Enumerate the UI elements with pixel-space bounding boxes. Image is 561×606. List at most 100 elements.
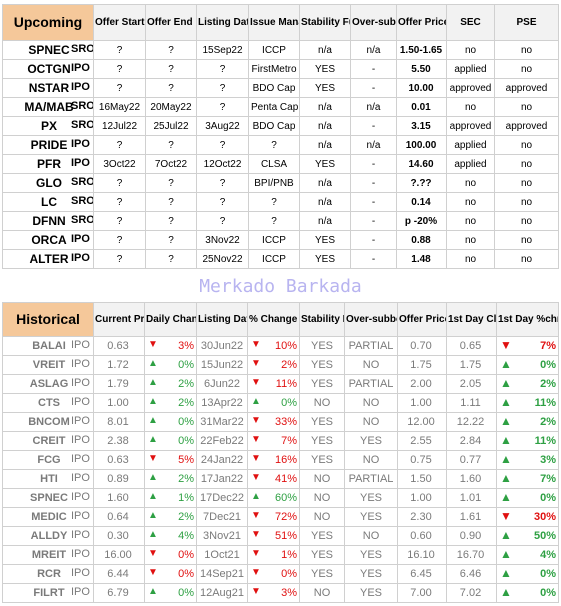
historical-table: Historical Current Price Daily Change Li… xyxy=(2,302,559,603)
ticker-cell: MA/MAB SRO xyxy=(2,97,94,117)
offer-end: ? xyxy=(145,40,197,60)
change-value: 0% xyxy=(178,359,194,371)
first-day-close: 1.60 xyxy=(446,469,497,489)
offer-type: SRO xyxy=(71,195,94,207)
stability-fund: NO xyxy=(299,507,345,527)
ticker-cell: CREIT IPO xyxy=(2,431,94,451)
sec-status: approved xyxy=(446,78,495,98)
ticker-cell: ALTER IPO xyxy=(2,249,94,269)
offer-start: 12Jul22 xyxy=(93,116,146,136)
ticker: OCTGN xyxy=(27,62,71,76)
current-price: 0.89 xyxy=(93,469,145,489)
change-value: 5% xyxy=(178,454,194,466)
stability-fund: n/a xyxy=(299,211,351,231)
change-from-ipo: ▼ 7% xyxy=(247,431,300,451)
sec-status: approved xyxy=(446,116,495,136)
ticker: PFR xyxy=(37,157,61,171)
first-day-pct: ▲ 0% xyxy=(496,355,559,375)
offer-type: IPO xyxy=(71,415,90,427)
oversubbed: - xyxy=(350,154,397,174)
ticker-cell: HTI IPO xyxy=(2,469,94,489)
oversubbed: YES xyxy=(344,488,398,508)
down-arrow-icon: ▼ xyxy=(251,339,261,350)
ticker: ASLAG xyxy=(29,378,69,390)
first-day-pct: ▲ 11% xyxy=(496,393,559,413)
issue-manager: BPI/PNB xyxy=(248,173,300,193)
offer-type: SRO xyxy=(71,43,94,55)
offer-price: 0.70 xyxy=(397,336,447,356)
upcoming-title: Upcoming xyxy=(2,4,94,41)
change-value: 33% xyxy=(274,416,297,428)
change-value: 3% xyxy=(178,340,194,352)
pse-status: no xyxy=(494,135,559,155)
change-from-ipo: ▼ 11% xyxy=(247,374,300,394)
change-from-ipo: ▼ 3% xyxy=(247,583,300,603)
offer-end: ? xyxy=(145,135,197,155)
down-arrow-icon: ▼ xyxy=(251,415,261,426)
oversubbed: - xyxy=(350,192,397,212)
oversubbed: NO xyxy=(344,355,398,375)
offer-type: IPO xyxy=(71,233,90,245)
down-arrow-icon: ▼ xyxy=(251,510,261,521)
ticker-cell: BNCOM IPO xyxy=(2,412,94,432)
listing-date: ? xyxy=(196,78,249,98)
oversubbed: - xyxy=(350,59,397,79)
stability-fund: YES xyxy=(299,431,345,451)
historical-row: MREIT IPO 16.00 ▼ 0% 1Oct21 ▼ 1% YES YES 16.10 16.7… xyxy=(2,545,559,565)
down-arrow-icon: ▼ xyxy=(148,339,158,350)
daily-change: ▲ 2% xyxy=(144,469,197,489)
change-value: 2% xyxy=(178,473,194,485)
change-value: 7% xyxy=(540,473,556,485)
upcoming-row: LC SRO???? n/a -0.14 no no xyxy=(2,192,559,212)
col-daily-change: Daily Change xyxy=(144,302,197,337)
change-value: 11% xyxy=(534,435,556,447)
first-day-close: 1.11 xyxy=(446,393,497,413)
ticker: FILRT xyxy=(33,587,65,599)
offer-start: ? xyxy=(93,230,146,250)
offer-price: 1.75 xyxy=(397,355,447,375)
col-pse: PSE xyxy=(494,4,559,41)
historical-row: RCR IPO 6.44 ▼ 0% 14Sep21 ▼ 0% YES YES 6.45 6.46 ▲ 0% xyxy=(2,564,559,584)
down-arrow-icon: ▼ xyxy=(148,548,158,559)
oversubbed: - xyxy=(350,211,397,231)
ticker: MA/MAB xyxy=(24,100,74,114)
change-value: 72% xyxy=(274,511,297,523)
first-day-close: 12.22 xyxy=(446,412,497,432)
up-arrow-icon: ▲ xyxy=(148,472,158,483)
stability-fund: YES xyxy=(299,412,345,432)
listing-date: ? xyxy=(196,192,249,212)
offer-start: ? xyxy=(93,59,146,79)
issue-manager: ? xyxy=(248,135,300,155)
offer-type: SRO xyxy=(71,214,94,226)
offer-price: 1.50-1.65 xyxy=(396,40,447,60)
offer-price: 2.30 xyxy=(397,507,447,527)
down-arrow-icon: ▼ xyxy=(251,472,261,483)
oversubbed: PARTIAL xyxy=(344,336,398,356)
offer-end: ? xyxy=(145,192,197,212)
up-arrow-icon: ▲ xyxy=(148,491,158,502)
change-value: 2% xyxy=(540,378,556,390)
oversubbed: PARTIAL xyxy=(344,469,398,489)
oversubbed: - xyxy=(350,116,397,136)
col-change-from-ipo: % Change from IPO xyxy=(247,302,300,337)
up-arrow-icon: ▲ xyxy=(148,586,158,597)
historical-row: VREIT IPO 1.72 ▲ 0% 15Jun22 ▼ 2% YES NO 1.75 1.75 ▲ 0… xyxy=(2,355,559,375)
change-value: 0% xyxy=(540,359,556,371)
up-arrow-icon: ▲ xyxy=(148,510,158,521)
pse-status: no xyxy=(494,211,559,231)
offer-price: 0.01 xyxy=(396,97,447,117)
up-arrow-icon: ▲ xyxy=(500,452,512,466)
ticker: ORCA xyxy=(31,233,67,247)
listing-date: 15Jun22 xyxy=(196,355,248,375)
listing-date: 7Dec21 xyxy=(196,507,248,527)
change-value: 0% xyxy=(540,492,556,504)
offer-type: IPO xyxy=(71,529,90,541)
up-arrow-icon: ▲ xyxy=(500,395,512,409)
current-price: 0.30 xyxy=(93,526,145,546)
listing-date: 14Sep21 xyxy=(196,564,248,584)
change-value: 11% xyxy=(275,378,297,390)
daily-change: ▲ 0% xyxy=(144,412,197,432)
down-arrow-icon: ▼ xyxy=(251,434,261,445)
up-arrow-icon: ▲ xyxy=(148,396,158,407)
up-arrow-icon: ▲ xyxy=(148,358,158,369)
